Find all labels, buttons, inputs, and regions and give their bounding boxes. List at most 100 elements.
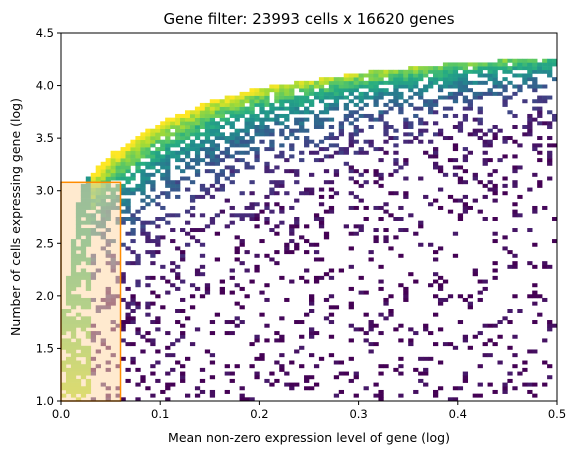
heatmap-cell: [219, 117, 225, 122]
heatmap-cell: [477, 69, 483, 74]
heatmap-cell: [209, 217, 216, 221]
heatmap-cell: [388, 80, 394, 85]
heatmap-cell: [279, 99, 285, 104]
heatmap-cell: [294, 99, 300, 104]
heatmap-cell: [398, 91, 404, 96]
heatmap-cell: [328, 102, 335, 107]
heatmap-cell: [209, 154, 216, 159]
heatmap-cell: [165, 386, 171, 391]
heatmap-cell: [467, 294, 473, 299]
heatmap-cell: [318, 257, 325, 262]
heatmap-cell: [194, 393, 201, 398]
heatmap-cell: [130, 191, 136, 196]
heatmap-cell: [433, 69, 439, 74]
heatmap-cell: [140, 220, 146, 225]
heatmap-cell: [274, 165, 280, 170]
heatmap-cell: [309, 309, 315, 313]
heatmap-cell: [145, 143, 151, 148]
heatmap-cell: [125, 161, 131, 166]
heatmap-cell: [507, 66, 513, 71]
heatmap-cell: [408, 213, 414, 218]
heatmap-cell: [309, 150, 315, 155]
heatmap-cell: [363, 217, 369, 221]
heatmap-cell: [269, 143, 275, 148]
heatmap-cell: [552, 239, 558, 244]
heatmap-cell: [358, 73, 364, 78]
heatmap-cell: [194, 268, 201, 273]
heatmap-cell: [259, 106, 265, 111]
heatmap-cell: [522, 382, 528, 387]
heatmap-cell: [433, 150, 439, 155]
heatmap-cell: [363, 331, 369, 336]
heatmap-cell: [219, 106, 225, 111]
heatmap-cell: [150, 342, 156, 347]
heatmap-cell: [130, 150, 136, 155]
heatmap-cell: [304, 117, 310, 122]
heatmap-cell: [477, 110, 483, 115]
heatmap-cell: [433, 389, 439, 394]
heatmap-cell: [512, 183, 518, 188]
heatmap-cell: [388, 294, 394, 299]
heatmap-cell: [229, 220, 235, 225]
heatmap-cell: [204, 139, 211, 144]
heatmap-cell: [348, 113, 354, 118]
heatmap-cell: [358, 77, 364, 82]
heatmap-cell: [442, 84, 449, 89]
heatmap-cell: [145, 132, 151, 137]
heatmap-cell: [437, 301, 444, 306]
heatmap-cell: [304, 106, 310, 111]
heatmap-cell: [185, 143, 191, 148]
heatmap-cell: [284, 250, 290, 255]
heatmap-cell: [125, 320, 131, 325]
heatmap-cell: [170, 150, 176, 155]
heatmap-cell: [383, 301, 389, 306]
heatmap-cell: [120, 217, 126, 221]
heatmap-cell: [418, 91, 424, 96]
heatmap-cell: [130, 220, 136, 225]
heatmap-cell: [209, 147, 216, 152]
heatmap-cell: [437, 327, 444, 332]
heatmap-cell: [309, 187, 315, 192]
heatmap-cell: [279, 275, 285, 280]
heatmap-cell: [189, 121, 196, 126]
heatmap-cell: [155, 154, 161, 159]
heatmap-cell: [393, 69, 399, 74]
heatmap-cell: [284, 125, 290, 129]
heatmap-cell: [239, 106, 245, 111]
heatmap-cell: [274, 154, 280, 159]
heatmap-cell: [462, 371, 469, 376]
heatmap-cell: [165, 165, 171, 170]
heatmap-cell: [388, 213, 394, 218]
heatmap-cell: [457, 77, 464, 82]
heatmap-cell: [512, 113, 518, 118]
heatmap-cell: [482, 158, 488, 163]
heatmap-cell: [254, 371, 260, 376]
heatmap-cell: [532, 84, 538, 89]
heatmap-cell: [313, 275, 320, 280]
heatmap-cell: [229, 139, 235, 144]
heatmap-cell: [239, 139, 245, 144]
heatmap-cell: [318, 125, 325, 129]
heatmap-cell: [165, 136, 171, 141]
heatmap-cell: [170, 183, 176, 188]
heatmap-cell: [165, 176, 171, 181]
heatmap-cell: [95, 172, 101, 177]
heatmap-cell: [348, 191, 354, 196]
heatmap-cell: [517, 73, 523, 78]
heatmap-cell: [145, 386, 151, 391]
heatmap-cell: [185, 242, 191, 247]
heatmap-cell: [368, 73, 374, 78]
heatmap-cell: [209, 158, 216, 163]
heatmap-cell: [150, 139, 156, 144]
heatmap-cell: [437, 386, 444, 391]
heatmap-cell: [284, 106, 290, 111]
heatmap-cell: [512, 213, 518, 218]
heatmap-cell: [403, 194, 409, 199]
heatmap-cell: [259, 139, 265, 144]
heatmap-cell: [135, 158, 141, 163]
heatmap-cell: [125, 205, 131, 210]
heatmap-cell: [309, 386, 315, 391]
heatmap-cell: [462, 73, 469, 78]
heatmap-cell: [145, 154, 151, 159]
heatmap-cell: [363, 290, 369, 295]
